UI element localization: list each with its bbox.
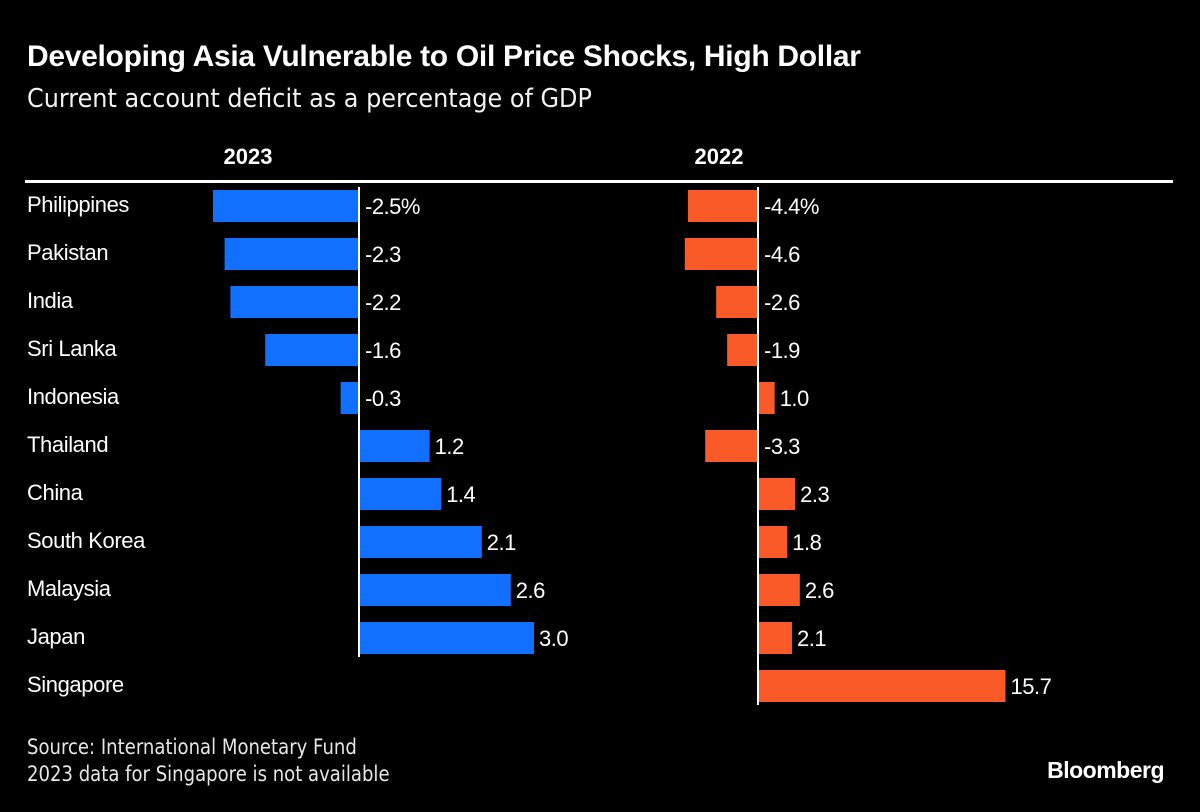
bar-2022-japan: [759, 622, 792, 654]
category-label: India: [27, 288, 74, 313]
data-label: -2.2: [365, 290, 401, 315]
data-label: 3.0: [539, 626, 568, 651]
data-label: -2.3: [365, 242, 401, 267]
bloomberg-logo: Bloomberg: [1047, 757, 1164, 783]
chart-title: Developing Asia Vulnerable to Oil Price …: [27, 40, 861, 73]
category-label: Singapore: [27, 672, 124, 697]
data-label: 2.6: [516, 578, 545, 603]
data-label: -3.3: [764, 434, 800, 459]
header-rule: [25, 180, 1173, 183]
data-label: 2.3: [800, 482, 829, 507]
bar-2022-india: [716, 286, 757, 318]
data-label: 15.7: [1010, 674, 1051, 699]
footnote: 2023 data for Singapore is not available: [27, 762, 390, 786]
category-label: Sri Lanka: [27, 336, 118, 361]
zero-axis-2023: [358, 187, 360, 657]
bar-2023-pakistan: [224, 238, 358, 270]
panel-header-2022: 2022: [695, 144, 744, 169]
data-label: -4.6: [764, 242, 800, 267]
data-label: 1.4: [446, 482, 475, 507]
zero-axis-2022: [757, 187, 759, 705]
bar-2023-philippines: [213, 190, 358, 222]
bar-2023-sri-lanka: [265, 334, 358, 366]
bar-2022-malaysia: [759, 574, 800, 606]
data-label: 1.2: [435, 434, 464, 459]
category-label: Philippines: [27, 192, 129, 217]
bar-2022-thailand: [705, 430, 757, 462]
category-label: China: [27, 480, 84, 505]
bar-2023-china: [360, 478, 442, 510]
chart-subtitle: Current account deficit as a percentage …: [27, 84, 592, 114]
bar-2023-thailand: [360, 430, 430, 462]
bar-2022-pakistan: [684, 238, 757, 270]
category-label: Japan: [27, 624, 85, 649]
bar-2022-singapore: [759, 670, 1006, 702]
data-label: -2.5%: [365, 194, 420, 219]
data-label: 2.6: [805, 578, 834, 603]
data-label: 1.8: [792, 530, 821, 555]
category-label: Thailand: [27, 432, 108, 457]
bar-2023-south-korea: [360, 526, 482, 558]
bar-2023-indonesia: [340, 382, 358, 414]
data-label: -0.3: [365, 386, 401, 411]
data-label: -1.6: [365, 338, 401, 363]
category-label: Malaysia: [27, 576, 112, 601]
bar-2022-china: [759, 478, 796, 510]
data-label: -4.4%: [764, 194, 819, 219]
bar-2022-philippines: [687, 190, 757, 222]
data-label: 2.1: [487, 530, 516, 555]
data-label: -1.9: [764, 338, 800, 363]
category-label: Pakistan: [27, 240, 108, 265]
data-label: 2.1: [797, 626, 826, 651]
data-label: -2.6: [764, 290, 800, 315]
bar-2023-malaysia: [360, 574, 511, 606]
panel-header-2023: 2023: [224, 144, 273, 169]
bar-2022-south-korea: [759, 526, 788, 558]
bar-2022-sri-lanka: [727, 334, 757, 366]
category-label: South Korea: [27, 528, 146, 553]
category-label: Indonesia: [27, 384, 120, 409]
bar-2022-indonesia: [759, 382, 775, 414]
bar-2023-japan: [360, 622, 534, 654]
source-note: Source: International Monetary Fund: [27, 735, 357, 759]
data-label: 1.0: [780, 386, 809, 411]
bar-2023-india: [230, 286, 358, 318]
